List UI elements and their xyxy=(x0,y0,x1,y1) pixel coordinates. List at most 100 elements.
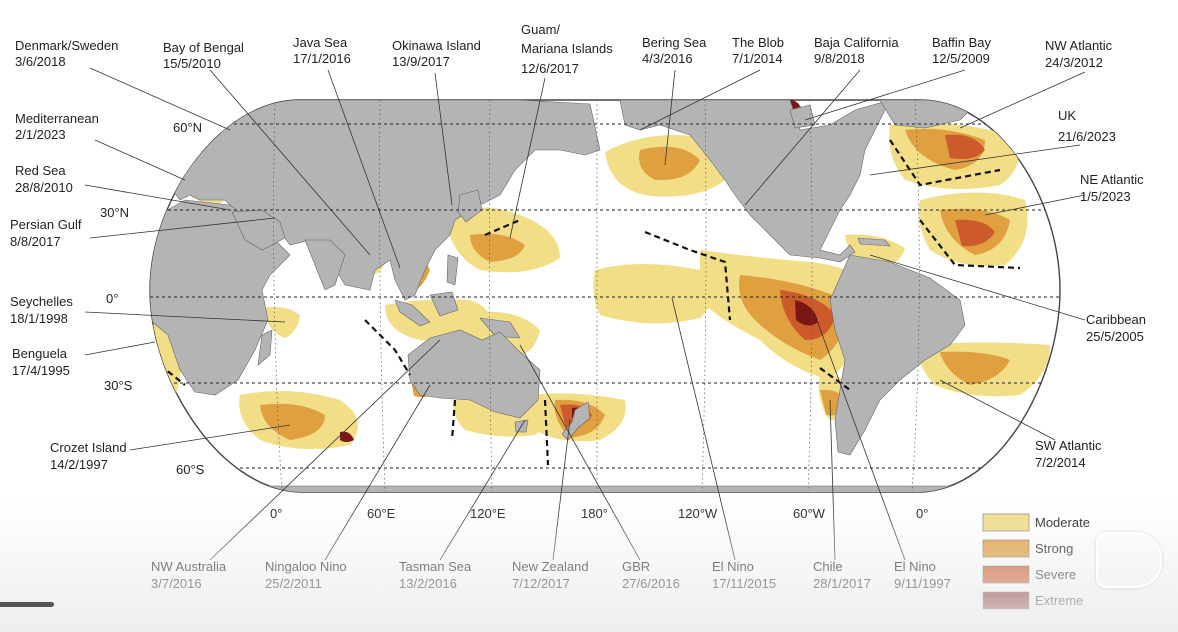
svg-text:Guam/: Guam/ xyxy=(521,22,560,37)
svg-text:17/11/2015: 17/11/2015 xyxy=(712,576,776,591)
event-tasman-sea: Tasman Sea 13/2/2016 xyxy=(399,559,472,591)
legend-label-strong: Strong xyxy=(1035,541,1073,556)
svg-text:1/5/2023: 1/5/2023 xyxy=(1080,189,1131,204)
event-java-sea: Java Sea 17/1/2016 xyxy=(293,35,351,66)
svg-text:Crozet Island: Crozet Island xyxy=(50,440,127,455)
legend-label-severe: Severe xyxy=(1035,567,1076,582)
india-land xyxy=(304,239,346,291)
legend-swatch-severe xyxy=(982,565,1030,584)
scrubber-handle[interactable] xyxy=(0,602,54,607)
event-benguela: Benguela 17/4/1995 xyxy=(12,346,70,378)
svg-text:Chile: Chile xyxy=(813,559,843,574)
event-gbr: GBR 27/6/2016 xyxy=(622,559,680,591)
lat-label-30s: 30°S xyxy=(104,378,133,393)
svg-text:Mediterranean: Mediterranean xyxy=(15,111,99,126)
event-red-sea: Red Sea 28/8/2010 xyxy=(15,163,73,195)
legend-extreme: Extreme xyxy=(982,591,1083,610)
latitude-labels: 60°N 30°N 0° 30°S 60°S xyxy=(100,120,205,477)
svg-text:28/8/2010: 28/8/2010 xyxy=(15,180,73,195)
event-bering-sea: Bering Sea 4/3/2016 xyxy=(642,35,707,66)
svg-text:2/1/2023: 2/1/2023 xyxy=(15,127,66,142)
svg-text:Benguela: Benguela xyxy=(12,346,68,361)
hudson-islands-land xyxy=(789,104,816,129)
svg-text:Denmark/Sweden: Denmark/Sweden xyxy=(15,38,118,53)
svg-text:21/6/2023: 21/6/2023 xyxy=(1058,129,1116,144)
event-seychelles: Seychelles 18/1/1998 xyxy=(10,294,73,326)
cuba-land xyxy=(857,237,891,247)
south-america-land xyxy=(829,254,966,456)
event-uk: UK 21/6/2023 xyxy=(1058,108,1116,144)
lon-label-120e: 120°E xyxy=(470,506,506,521)
svg-text:4/3/2016: 4/3/2016 xyxy=(642,51,693,66)
event-ne-atlantic: NE Atlantic 1/5/2023 xyxy=(1080,172,1144,204)
svg-text:Caribbean: Caribbean xyxy=(1086,312,1146,327)
svg-text:14/2/1997: 14/2/1997 xyxy=(50,457,108,472)
lon-label-0: 0° xyxy=(270,506,282,521)
longitude-labels: 0° 60°E 120°E 180° 120°W 60°W 0° xyxy=(270,506,928,521)
madagascar-land xyxy=(257,329,273,366)
legend-swatch-moderate xyxy=(982,513,1030,532)
svg-text:24/3/2012: 24/3/2012 xyxy=(1045,55,1103,70)
svg-text:Ningaloo Nino: Ningaloo Nino xyxy=(265,559,347,574)
lon-label-60w: 60°W xyxy=(793,506,826,521)
svg-text:27/6/2016: 27/6/2016 xyxy=(622,576,680,591)
svg-text:El Nino: El Nino xyxy=(894,559,936,574)
svg-text:15/5/2010: 15/5/2010 xyxy=(163,56,221,71)
event-chile: Chile 28/1/2017 xyxy=(813,559,871,591)
svg-text:Mariana Islands: Mariana Islands xyxy=(521,41,613,56)
svg-text:NW Atlantic: NW Atlantic xyxy=(1045,38,1113,53)
svg-text:8/8/2017: 8/8/2017 xyxy=(10,234,61,249)
svg-text:El Nino: El Nino xyxy=(712,559,754,574)
event-crozet-island: Crozet Island 14/2/1997 xyxy=(50,440,127,472)
svg-text:9/11/1997: 9/11/1997 xyxy=(894,576,951,591)
lon-label-0-east: 0° xyxy=(916,506,928,521)
event-baja-california: Baja California 9/8/2018 xyxy=(814,35,899,66)
event-sw-atlantic: SW Atlantic 7/2/2014 xyxy=(1035,438,1102,470)
legend-swatch-strong xyxy=(982,539,1030,558)
event-nw-australia: NW Australia 3/7/2016 xyxy=(151,559,227,591)
lat-label-60n: 60°N xyxy=(173,120,202,135)
svg-text:Persian Gulf: Persian Gulf xyxy=(10,217,82,232)
australia-land xyxy=(407,329,541,419)
legend-swatch-extreme xyxy=(982,591,1030,610)
event-guam-mariana: Guam/ Mariana Islands 12/6/2017 xyxy=(521,22,613,76)
event-nw-atlantic-2012: NW Atlantic 24/3/2012 xyxy=(1045,38,1113,70)
svg-text:GBR: GBR xyxy=(622,559,650,574)
lon-label-60e: 60°E xyxy=(367,506,396,521)
lat-label-0: 0° xyxy=(106,291,118,306)
svg-text:UK: UK xyxy=(1058,108,1076,123)
lon-label-180: 180° xyxy=(581,506,608,521)
event-el-nino-2015: El Nino 17/11/2015 xyxy=(712,559,776,591)
lat-label-60s: 60°S xyxy=(176,462,205,477)
svg-text:3/6/2018: 3/6/2018 xyxy=(15,54,66,69)
svg-text:Bay of Bengal: Bay of Bengal xyxy=(163,40,244,55)
event-persian-gulf: Persian Gulf 8/8/2017 xyxy=(10,217,82,249)
svg-text:Java Sea: Java Sea xyxy=(293,35,348,50)
arabia-land xyxy=(231,209,286,251)
svg-text:13/9/2017: 13/9/2017 xyxy=(392,54,450,69)
svg-text:NW Australia: NW Australia xyxy=(151,559,227,574)
event-ningaloo-nino: Ningaloo Nino 25/2/2011 xyxy=(265,559,347,591)
svg-text:Bering Sea: Bering Sea xyxy=(642,35,707,50)
svg-text:7/2/2014: 7/2/2014 xyxy=(1035,455,1086,470)
svg-text:The Blob: The Blob xyxy=(732,35,784,50)
event-new-zealand: New Zealand 7/12/2017 xyxy=(512,559,589,591)
region-boundaries xyxy=(159,139,1021,466)
event-the-blob: The Blob 7/1/2014 xyxy=(732,35,784,66)
svg-text:NE Atlantic: NE Atlantic xyxy=(1080,172,1144,187)
svg-text:28/1/2017: 28/1/2017 xyxy=(813,576,871,591)
svg-text:Red Sea: Red Sea xyxy=(15,163,66,178)
svg-text:25/2/2011: 25/2/2011 xyxy=(265,576,322,591)
svg-text:12/5/2009: 12/5/2009 xyxy=(932,51,990,66)
meridians xyxy=(273,100,920,492)
svg-text:12/6/2017: 12/6/2017 xyxy=(521,61,579,76)
svg-text:7/12/2017: 7/12/2017 xyxy=(512,576,570,591)
legend-severe: Severe xyxy=(982,565,1076,584)
event-mediterranean: Mediterranean 2/1/2023 xyxy=(15,111,99,142)
legend-strong: Strong xyxy=(982,539,1073,558)
svg-text:17/4/1995: 17/4/1995 xyxy=(12,363,70,378)
legend: Moderate Strong Severe Extreme xyxy=(982,513,1090,610)
event-okinawa-island: Okinawa Island 13/9/2017 xyxy=(392,38,481,69)
svg-text:7/1/2014: 7/1/2014 xyxy=(732,51,783,66)
